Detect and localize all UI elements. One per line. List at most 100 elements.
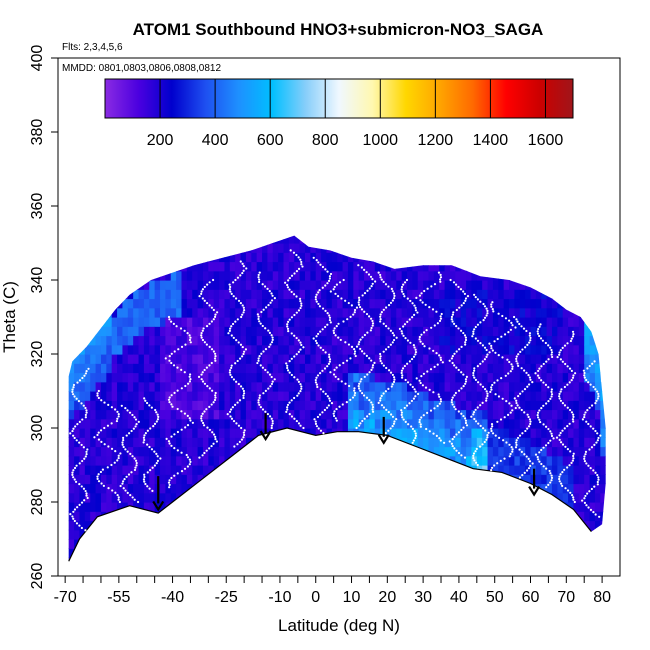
heatmap-cell [192,354,199,364]
heatmap-cell [133,344,140,355]
heatmap-cell [74,409,81,420]
flight-track-point [258,280,261,283]
heatmap-cell [331,418,338,429]
heatmap-cell [385,418,392,429]
heatmap-cell [294,235,301,244]
heatmap-cell [240,437,247,448]
heatmap-cell [165,280,172,290]
heatmap-cell [589,317,596,327]
heatmap-cell [519,363,526,374]
flight-track-point [324,392,327,395]
flight-track-point [526,413,529,416]
heatmap-cell [245,317,252,327]
heatmap-cell [364,335,371,346]
flight-track-point [106,424,110,427]
heatmap-cell [138,446,145,457]
heatmap-cell [213,455,220,466]
flight-track-point [135,461,138,465]
heatmap-cell [224,428,231,438]
flight-track-point [527,415,530,419]
heatmap-cell [133,298,140,309]
flight-track-point [236,359,239,363]
flight-track-point [464,336,468,339]
flight-track-point [168,359,171,362]
heatmap-cell [337,418,344,429]
heatmap-cell [224,335,231,346]
heatmap-cell [321,418,328,429]
flight-track-point [400,330,403,333]
heatmap-cell [100,492,107,503]
heatmap-cell [466,363,473,374]
heatmap-cell [95,502,102,512]
heatmap-cell [492,474,499,485]
heatmap-cell [321,354,328,364]
flight-track-point [583,497,586,500]
heatmap-cell [176,317,183,327]
heatmap-cell [337,243,344,253]
flight-track-point [563,385,566,389]
heatmap-cell [68,391,70,401]
heatmap-cell [460,446,467,457]
heatmap-cell [197,455,204,466]
heatmap-cell [498,280,505,290]
heatmap-cell [385,344,392,355]
heatmap-cell [278,280,285,290]
heatmap-cell [433,372,440,383]
heatmap-cell [546,298,553,309]
flight-track-point [478,445,482,448]
flight-track-point [365,354,368,358]
flight-track-point [585,504,588,507]
heatmap-cell [267,243,274,253]
flight-track-point [235,422,238,425]
heatmap-cell [455,354,462,364]
heatmap-cell [299,391,306,401]
flight-track-point [173,433,176,436]
flight-track-point [524,346,527,349]
heatmap-cell [90,326,97,337]
y-tick-label: 360 [29,193,46,220]
flight-track-point [212,350,216,353]
heatmap-cell [498,261,505,272]
heatmap-cell [578,446,585,457]
heatmap-cell [487,391,494,401]
flight-track-point [233,403,237,406]
flight-track-point [422,331,426,334]
heatmap-cell [245,400,252,411]
heatmap-cell [321,252,328,263]
heatmap-cell [256,409,263,420]
heatmap-cell [439,335,446,346]
heatmap-cell [390,363,397,374]
heatmap-cell [240,409,247,420]
heatmap-cell [369,344,376,355]
heatmap-cell [111,511,118,522]
flight-track-point [189,336,192,339]
heatmap-cell [122,326,129,337]
flight-track-point [379,399,382,402]
flight-track-point [514,326,517,329]
flight-track-point [285,410,288,413]
heatmap-cell [256,335,263,346]
heatmap-cell [407,252,413,263]
flight-track-point [168,401,171,404]
heatmap-cell [245,372,252,383]
heatmap-cell [364,261,371,272]
heatmap-cell [358,335,365,346]
flight-track-point [485,399,488,402]
flight-track-point [322,431,325,435]
heatmap-cell [299,409,306,420]
flight-track-point [572,452,575,455]
flight-track-point [293,417,296,420]
heatmap-cell [251,252,258,263]
flight-track-point [479,424,482,427]
flight-track-point [403,406,406,410]
heatmap-cell [138,437,145,448]
flight-track-point [520,367,523,370]
heatmap-cell [283,391,290,401]
heatmap-cell [235,280,242,290]
flight-track-point [529,464,532,467]
heatmap-cell [369,307,376,318]
flight-track-point [167,398,171,401]
flight-track-point [389,343,392,346]
heatmap-cell [213,326,220,337]
flight-track-point [363,310,366,313]
